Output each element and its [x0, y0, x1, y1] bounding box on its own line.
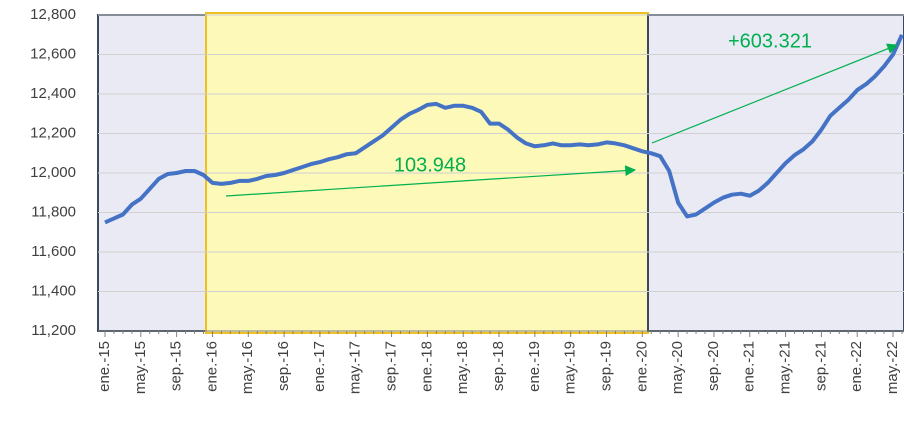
y-tick-label: 12,400	[30, 85, 76, 102]
x-tick-label: ene.-18	[418, 341, 435, 392]
grid	[98, 14, 904, 332]
y-tick-label: 12,000	[30, 164, 76, 181]
x-tick-label: ene.-16	[203, 341, 220, 392]
x-tick-label: sep.-17	[383, 341, 400, 391]
x-tick-label: ene.-15	[96, 341, 113, 392]
plot	[104, 33, 904, 225]
x-tick-label: sep.-16	[275, 341, 292, 391]
x-tick-label: may.-15	[132, 341, 149, 394]
x-tick-label: sep.-15	[168, 341, 185, 391]
x-tick-label: sep.-20	[705, 341, 722, 391]
y-tick-label: 11,600	[31, 243, 76, 260]
x-tick-label: may.-17	[347, 341, 364, 394]
x-tick-label: may.-21	[777, 341, 794, 394]
series-line	[104, 33, 904, 225]
x-tick-label: may.-19	[562, 341, 579, 394]
y-tick-label: 11,400	[31, 282, 76, 299]
x-tick-label: may.-20	[669, 341, 686, 394]
annotation: 103.948	[394, 154, 466, 176]
x-tick-label: ene.-20	[633, 341, 650, 392]
y-tick-label: 11,200	[31, 322, 76, 339]
y-tick-label: 12,600	[30, 45, 76, 62]
x-tick-label: ene.-21	[741, 341, 758, 392]
x-tick-label: sep.-19	[597, 341, 614, 391]
y-tick-label: 11,800	[31, 203, 76, 220]
arrow	[651, 43, 899, 144]
x-tick-label: may.-18	[454, 341, 471, 394]
y-tick-label: 12,800	[30, 6, 76, 23]
x-tick-label: ene.-17	[311, 341, 328, 392]
x-tick-label: sep.-21	[812, 341, 829, 391]
annotation: +603.321	[728, 30, 812, 52]
x-tick-label: ene.-19	[526, 341, 543, 392]
x-tick-label: may.-16	[239, 341, 256, 394]
arrow	[225, 165, 637, 197]
x-tick-label: sep.-18	[490, 341, 507, 391]
x-tick-label: may.-22	[884, 341, 901, 394]
x-tick-label: ene.-22	[848, 341, 865, 392]
y-tick-label: 12,200	[30, 124, 76, 141]
